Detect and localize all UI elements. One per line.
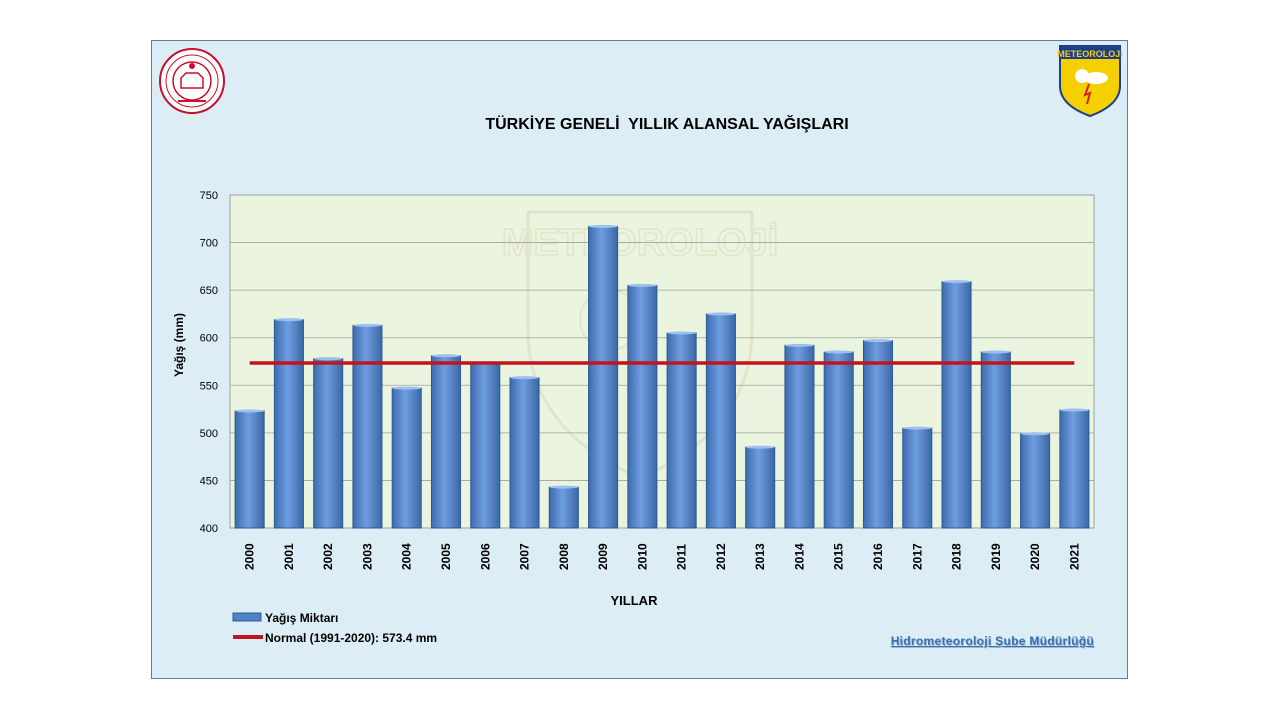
bar-top <box>235 409 265 413</box>
bar <box>1020 433 1051 529</box>
x-tick-label: 2017 <box>910 543 924 570</box>
bar <box>234 410 265 529</box>
legend-label-line: Normal (1991-2020): 573.4 mm <box>265 631 437 645</box>
bar-top <box>981 350 1011 354</box>
y-axis-label: Yağış (mm) <box>172 313 186 377</box>
x-tick-label: 2007 <box>518 543 532 570</box>
bar-top <box>863 339 893 343</box>
x-tick-label: 2012 <box>714 543 728 570</box>
x-tick-label: 2015 <box>832 543 846 570</box>
y-tick-label: 550 <box>200 380 218 392</box>
bar-top <box>510 376 540 380</box>
x-tick-label: 2008 <box>557 543 571 570</box>
bar <box>509 377 540 529</box>
bar-top <box>313 357 343 361</box>
meteoroloji-shield-icon: METEOROLOJi <box>1057 45 1123 118</box>
bar <box>627 284 658 529</box>
bar <box>941 281 972 529</box>
x-tick-label: 2010 <box>635 543 649 570</box>
x-tick-label: 2004 <box>400 543 414 570</box>
bar-top <box>431 354 461 358</box>
bar <box>391 387 422 529</box>
x-tick-label: 2014 <box>792 543 806 570</box>
x-tick-label: 2006 <box>478 543 492 570</box>
y-tick-label: 700 <box>200 238 218 250</box>
bar-top <box>1020 432 1050 436</box>
y-tick-label: 600 <box>200 333 218 345</box>
x-tick-label: 2013 <box>753 543 767 570</box>
x-tick-label: 2019 <box>989 543 1003 570</box>
x-tick-label: 2001 <box>282 543 296 570</box>
bar <box>862 340 894 529</box>
bar <box>705 313 736 529</box>
bar <box>273 319 304 529</box>
bar <box>980 351 1011 529</box>
y-tick-label: 750 <box>200 190 218 202</box>
bar-top <box>824 350 854 354</box>
bar <box>588 225 619 529</box>
bar-top <box>942 280 972 284</box>
legend-label-bars: Yağış Miktarı <box>265 611 338 625</box>
x-tick-label: 2003 <box>360 543 374 570</box>
x-tick-label: 2000 <box>243 543 257 570</box>
y-tick-label: 650 <box>200 285 218 297</box>
x-axis-ticks: 2000 2001 2002 2003 2004 2005 2006 2007 2008 2009… <box>243 543 1082 570</box>
bar-top <box>667 331 697 335</box>
x-tick-label: 2009 <box>596 543 610 570</box>
bar-top <box>902 426 932 430</box>
bar <box>430 355 462 529</box>
bar <box>1059 409 1090 529</box>
x-tick-label: 2021 <box>1067 543 1081 570</box>
footer-credit: Hidrometeoroloji Şube Müdürlüğü <box>890 634 1094 648</box>
bar <box>313 358 344 529</box>
svg-text:METEOROLOJİ: METEOROLOJİ <box>502 222 779 264</box>
bar-top <box>627 283 657 287</box>
x-tick-label: 2020 <box>1028 543 1042 570</box>
bar <box>745 446 776 529</box>
y-tick-label: 400 <box>200 523 218 535</box>
bar <box>784 344 815 529</box>
legend: Yağış Miktarı Normal (1991-2020): 573.4 … <box>232 611 437 645</box>
bar-top <box>352 323 382 327</box>
bar-top <box>274 318 304 322</box>
bar-top <box>706 312 736 316</box>
bar-top <box>745 445 775 449</box>
svg-text:METEOROLOJi: METEOROLOJi <box>1057 49 1123 59</box>
bar <box>902 427 933 529</box>
bar-top <box>588 224 618 228</box>
x-axis-label: YILLAR <box>611 593 659 608</box>
bar-series <box>234 224 1090 529</box>
y-tick-label: 500 <box>200 428 218 440</box>
ministry-seal-icon <box>159 48 225 114</box>
chart-title: TÜRKİYE GENELİ YILLIK ALANSAL YAĞIŞLARI <box>485 114 848 133</box>
x-tick-label: 2016 <box>871 543 885 570</box>
bar <box>352 324 383 529</box>
x-tick-label: 2002 <box>321 543 335 570</box>
y-tick-label: 450 <box>200 475 218 487</box>
bar <box>823 351 854 529</box>
bar-top <box>1059 408 1089 412</box>
bar <box>470 362 501 529</box>
x-tick-label: 2005 <box>439 543 453 570</box>
bar-top <box>549 485 579 489</box>
legend-swatch-bars <box>232 612 262 622</box>
y-axis-ticks: 400 450 500 550 600 650 700 750 <box>200 190 218 535</box>
bar <box>548 486 579 529</box>
x-tick-label: 2018 <box>950 543 964 570</box>
x-tick-label: 2011 <box>675 544 689 570</box>
bar-top <box>784 343 814 347</box>
bar-top <box>392 386 422 390</box>
